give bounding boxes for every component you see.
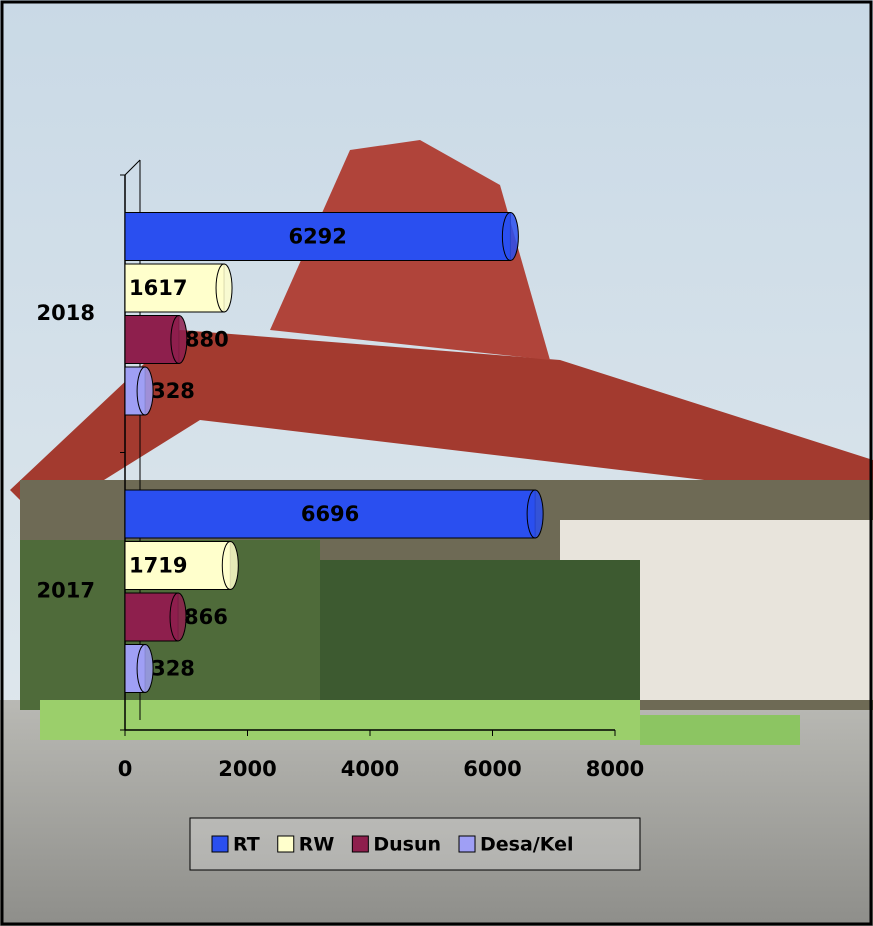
value-label: 1617 — [129, 276, 187, 300]
bar-body — [124, 541, 231, 590]
x-tick-label: 8000 — [586, 757, 644, 781]
y-axis-top — [124, 159, 141, 176]
legend-label: RT — [233, 834, 260, 856]
bar-cap — [136, 366, 154, 416]
x-tick-label: 2000 — [218, 757, 276, 781]
legend-label: Desa/Kel — [480, 834, 574, 856]
bar — [124, 263, 233, 313]
bar — [124, 592, 187, 642]
bar — [124, 315, 188, 364]
bar-body — [124, 592, 179, 642]
bar — [124, 489, 544, 539]
bar-cap — [526, 489, 544, 539]
value-label: 328 — [151, 657, 195, 681]
bar-body — [124, 315, 180, 364]
bar — [124, 644, 154, 693]
value-label: 6696 — [301, 502, 359, 526]
x-tick-label: 4000 — [341, 757, 399, 781]
bar-cap — [170, 315, 188, 364]
legend-swatch — [211, 835, 229, 853]
legend-swatch — [458, 835, 476, 853]
bar-cap — [501, 212, 519, 261]
bar-cap — [169, 592, 187, 642]
x-tick-label: 0 — [118, 757, 133, 781]
bar — [124, 212, 519, 261]
legend-label: Dusun — [373, 834, 441, 856]
bar-body — [124, 263, 225, 313]
value-label: 6292 — [288, 225, 346, 249]
bar-cap — [136, 644, 154, 693]
bar-body — [124, 489, 536, 539]
value-label: 1719 — [129, 554, 187, 578]
legend-swatch — [351, 835, 369, 853]
x-tick-label: 6000 — [463, 757, 521, 781]
legend-swatch — [277, 835, 295, 853]
bar — [124, 541, 239, 590]
bar-cap — [215, 263, 233, 313]
legend-label: RW — [299, 834, 335, 856]
y-tick-label: 2017 — [37, 578, 95, 602]
y-tick-label: 2018 — [37, 301, 95, 325]
value-label: 880 — [185, 328, 229, 352]
bar — [124, 366, 154, 416]
legend-box — [189, 817, 641, 871]
value-label: 328 — [151, 379, 195, 403]
value-label: 866 — [184, 605, 228, 629]
bar-cap — [221, 541, 239, 590]
